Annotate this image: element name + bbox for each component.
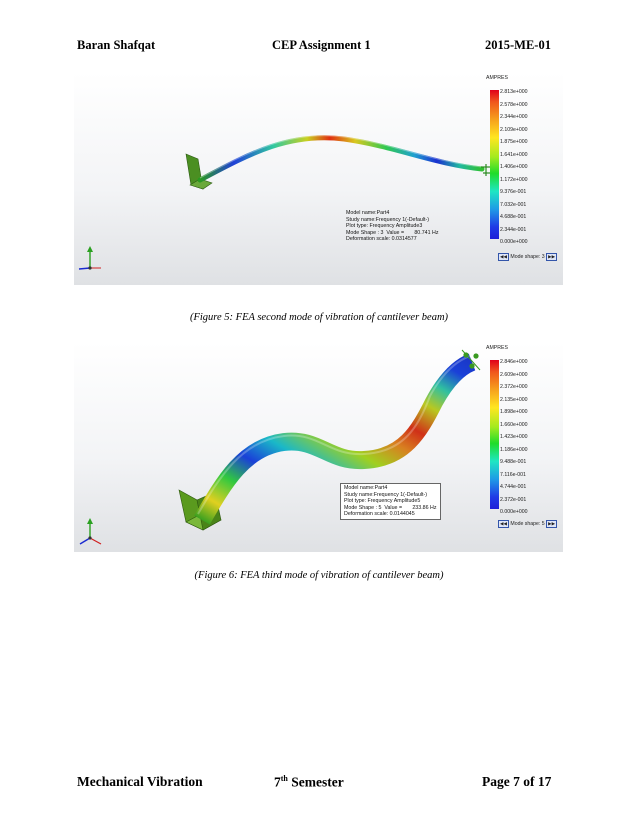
figure-6-fea-plot: AMPRES 2.846e+000 2.609e+000 2.372e+000 … [74, 342, 563, 552]
next-mode-button[interactable]: ▶▶ [546, 520, 558, 528]
legend-tick: 2.135e+000 [500, 396, 528, 403]
next-mode-button[interactable]: ▶▶ [546, 253, 558, 261]
legend-tick: 9.488e-001 [500, 459, 527, 465]
footer-page-number: Page 7 of 17 [482, 774, 552, 789]
coordinate-triad-icon [78, 246, 101, 270]
info-line: Deformation scale: 0.0314577 [346, 236, 417, 243]
legend-tick: 2.109e+000 [500, 126, 528, 133]
figure-6-study-info: Model name:Part4 Study name:Frequency 1(-… [340, 483, 441, 520]
legend-tick: 7.032e-001 [500, 201, 527, 208]
mode-shape-label: Mode shape: 5 [510, 521, 545, 527]
legend-tick: 7.116e-001 [500, 471, 526, 478]
deformed-beam [194, 353, 476, 525]
legend-tick: 2.813e+000 [500, 89, 528, 95]
previous-mode-button[interactable]: ◀◀ [498, 520, 509, 528]
info-line: Study name:Frequency 1(-Default-) [346, 216, 430, 223]
legend-title: AMPRES [486, 75, 508, 81]
legend-tick: 9.376e-001 [500, 189, 527, 195]
legend-tick: 0.000e+000 [500, 509, 528, 515]
legend-tick: 1.423e+000 [500, 434, 528, 440]
previous-mode-button[interactable]: ◀◀ [498, 253, 509, 261]
info-line: Study name:Frequency 1(-Default-) [344, 491, 428, 498]
legend-tick: 1.186e+000 [500, 446, 528, 453]
legend-tick: 2.846e+000 [500, 359, 528, 365]
figure-5-caption: (Figure 5: FEA second mode of vibration … [189, 312, 449, 323]
legend-tick: 0.000e+000 [500, 239, 528, 245]
mode-shape-selector[interactable]: ◀◀ Mode shape: 5 ▶▶ [498, 520, 558, 528]
legend-tick: 1.172e+000 [500, 176, 528, 183]
info-line: Model name:Part4 [344, 485, 388, 491]
deformed-beam [197, 135, 485, 183]
header-author: Baran Shafqat [77, 38, 156, 52]
mode-shape-label: Mode shape: 3 [510, 254, 545, 260]
figure-5-study-info: Model name:Part4 Study name:Frequency 1(-… [346, 210, 439, 243]
legend-tick: 2.344e+000 [500, 114, 528, 120]
semester-label: Semester [287, 774, 344, 790]
legend-tick: 1.660e+000 [500, 421, 528, 428]
footer-semester: 7th Semester [274, 774, 344, 791]
mode-shape-selector[interactable]: ◀◀ Mode shape: 3 ▶▶ [498, 253, 558, 261]
legend-tick: 1.641e+000 [500, 151, 528, 158]
semester-number: 7 [274, 774, 281, 790]
legend-title: AMPRES [486, 345, 508, 351]
info-line: Mode Shape : 5 Value = 233.86 Hz [344, 504, 437, 511]
tip-fixture-icon [481, 164, 490, 176]
info-line: Deformation scale: 0.0144045 [344, 511, 415, 518]
legend-tick: 4.688e-001 [500, 214, 527, 220]
header-roll-number: 2015-ME-01 [485, 38, 551, 52]
footer-course: Mechanical Vibration [77, 774, 203, 789]
fixed-support-block [185, 153, 213, 190]
info-line: Mode Shape : 3 Value = 80.741 Hz [346, 229, 439, 236]
legend-tick: 1.406e+000 [500, 164, 528, 170]
legend-tick: 2.609e+000 [500, 371, 528, 378]
legend-tick: 4.744e-001 [500, 484, 527, 490]
header-title: CEP Assignment 1 [272, 38, 371, 52]
legend-color-bar [490, 360, 499, 509]
legend-tick: 1.898e+000 [500, 409, 528, 415]
figure-6-caption: (Figure 6: FEA third mode of vibration o… [194, 570, 444, 581]
legend-tick: 1.875e+000 [500, 139, 528, 145]
info-line: Plot type: Frequency Amplitude3 [346, 223, 423, 230]
legend-color-bar [490, 90, 499, 239]
info-line: Plot type: Frequency Amplitude5 [344, 498, 421, 505]
legend-tick: 2.344e-001 [500, 226, 527, 233]
figure-5-fea-plot: AMPRES 2.813e+000 2.578e+000 2.344e+000 … [74, 72, 563, 285]
coordinate-triad-icon [79, 518, 102, 545]
figure-5-beam-render [78, 135, 490, 270]
tip-fixture-icon [461, 349, 481, 371]
legend-tick: 2.578e+000 [500, 101, 528, 108]
legend-tick: 2.372e+000 [500, 384, 528, 390]
info-line: Model name:Part4 [346, 210, 390, 216]
legend-tick: 2.372e-001 [500, 496, 527, 503]
semester-ordinal-suffix: th [280, 774, 288, 783]
figure-6-beam-render [79, 349, 481, 545]
